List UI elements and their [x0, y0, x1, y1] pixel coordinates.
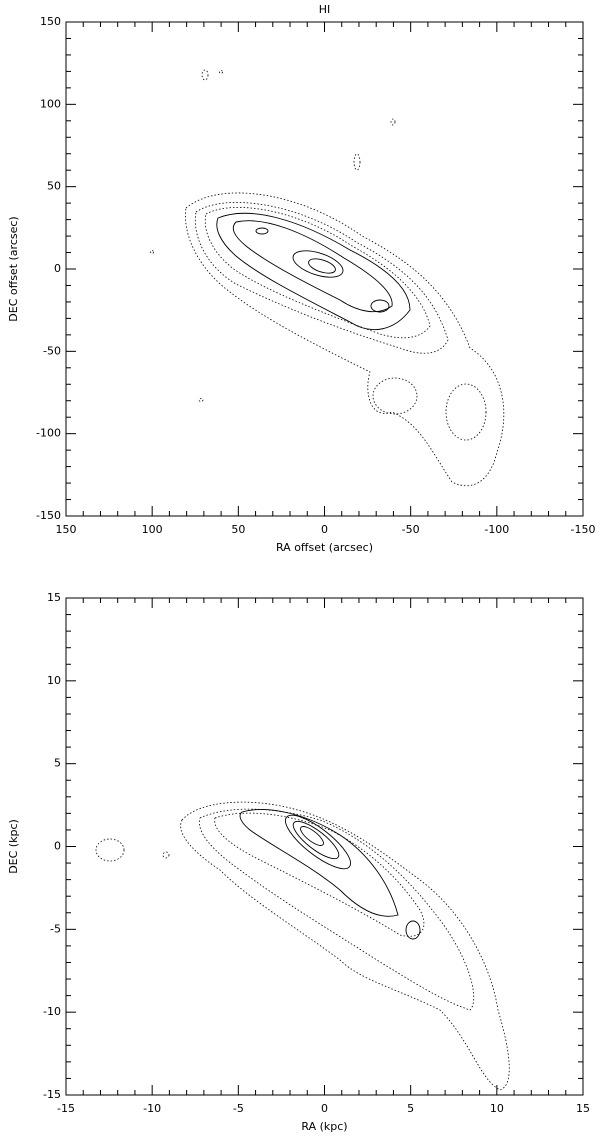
x-tick-label: 50	[231, 523, 245, 536]
plot-frame	[65, 597, 584, 1096]
x-tick-label: -100	[484, 523, 509, 536]
chart-title: HI	[319, 3, 331, 16]
x-axis-label: RA offset (arcsec)	[276, 541, 373, 554]
contour	[292, 820, 340, 860]
y-tick-label: 15	[47, 591, 61, 604]
contour	[216, 212, 411, 331]
contour	[390, 118, 396, 126]
y-tick-label: 100	[40, 97, 61, 110]
x-tick-label: 0	[321, 1102, 328, 1115]
y-tick-label: 5	[54, 757, 61, 770]
contour	[300, 826, 324, 846]
contours-top	[150, 69, 505, 487]
y-tick-label: -100	[36, 427, 61, 440]
y-tick-label: -10	[43, 1005, 61, 1018]
y-tick-label: -15	[43, 1088, 61, 1101]
contour	[285, 814, 351, 870]
contour	[201, 69, 209, 81]
contour	[150, 250, 154, 254]
contour	[370, 299, 390, 313]
contours-bottom	[95, 801, 510, 1091]
x-tick-label: -15	[57, 1102, 75, 1115]
y-axis-label: DEC (kpc)	[7, 819, 20, 874]
y-tick-label: -5	[50, 922, 61, 935]
x-tick-label: 0	[321, 523, 328, 536]
contour	[198, 398, 204, 402]
x-tick-label: -50	[402, 523, 420, 536]
x-tick-label: 100	[142, 523, 163, 536]
x-tick-label: 10	[490, 1102, 504, 1115]
y-tick-label: 0	[54, 840, 61, 853]
x-tick-label: -150	[571, 523, 596, 536]
y-tick-label: -50	[43, 344, 61, 357]
contour	[194, 202, 449, 354]
contour	[180, 801, 510, 1091]
contour	[232, 220, 393, 313]
y-tick-label: 10	[47, 674, 61, 687]
y-tick-label: -150	[36, 509, 61, 522]
plot-frame	[65, 21, 584, 517]
contour	[445, 383, 487, 441]
contour	[405, 920, 421, 940]
contour	[162, 851, 170, 859]
contour	[292, 250, 344, 278]
x-tick-label: -5	[233, 1102, 244, 1115]
contour	[219, 70, 223, 74]
x-axis-label: RA (kpc)	[301, 1120, 347, 1133]
contour	[185, 192, 505, 487]
contour	[255, 227, 269, 235]
contour	[239, 809, 399, 917]
contour	[372, 377, 418, 415]
y-tick-label: 50	[47, 180, 61, 193]
contour	[204, 207, 431, 339]
y-tick-label: 0	[54, 262, 61, 275]
contour	[353, 153, 361, 171]
y-axis-label: DEC offset (arcsec)	[7, 216, 20, 321]
x-tick-label: 15	[576, 1102, 590, 1115]
contour	[308, 258, 336, 274]
contour	[198, 808, 475, 1011]
contour	[214, 812, 425, 937]
x-tick-label: 5	[407, 1102, 414, 1115]
contour	[95, 838, 125, 862]
x-tick-label: 150	[56, 523, 77, 536]
y-tick-label: 150	[40, 15, 61, 28]
x-tick-label: -10	[143, 1102, 161, 1115]
